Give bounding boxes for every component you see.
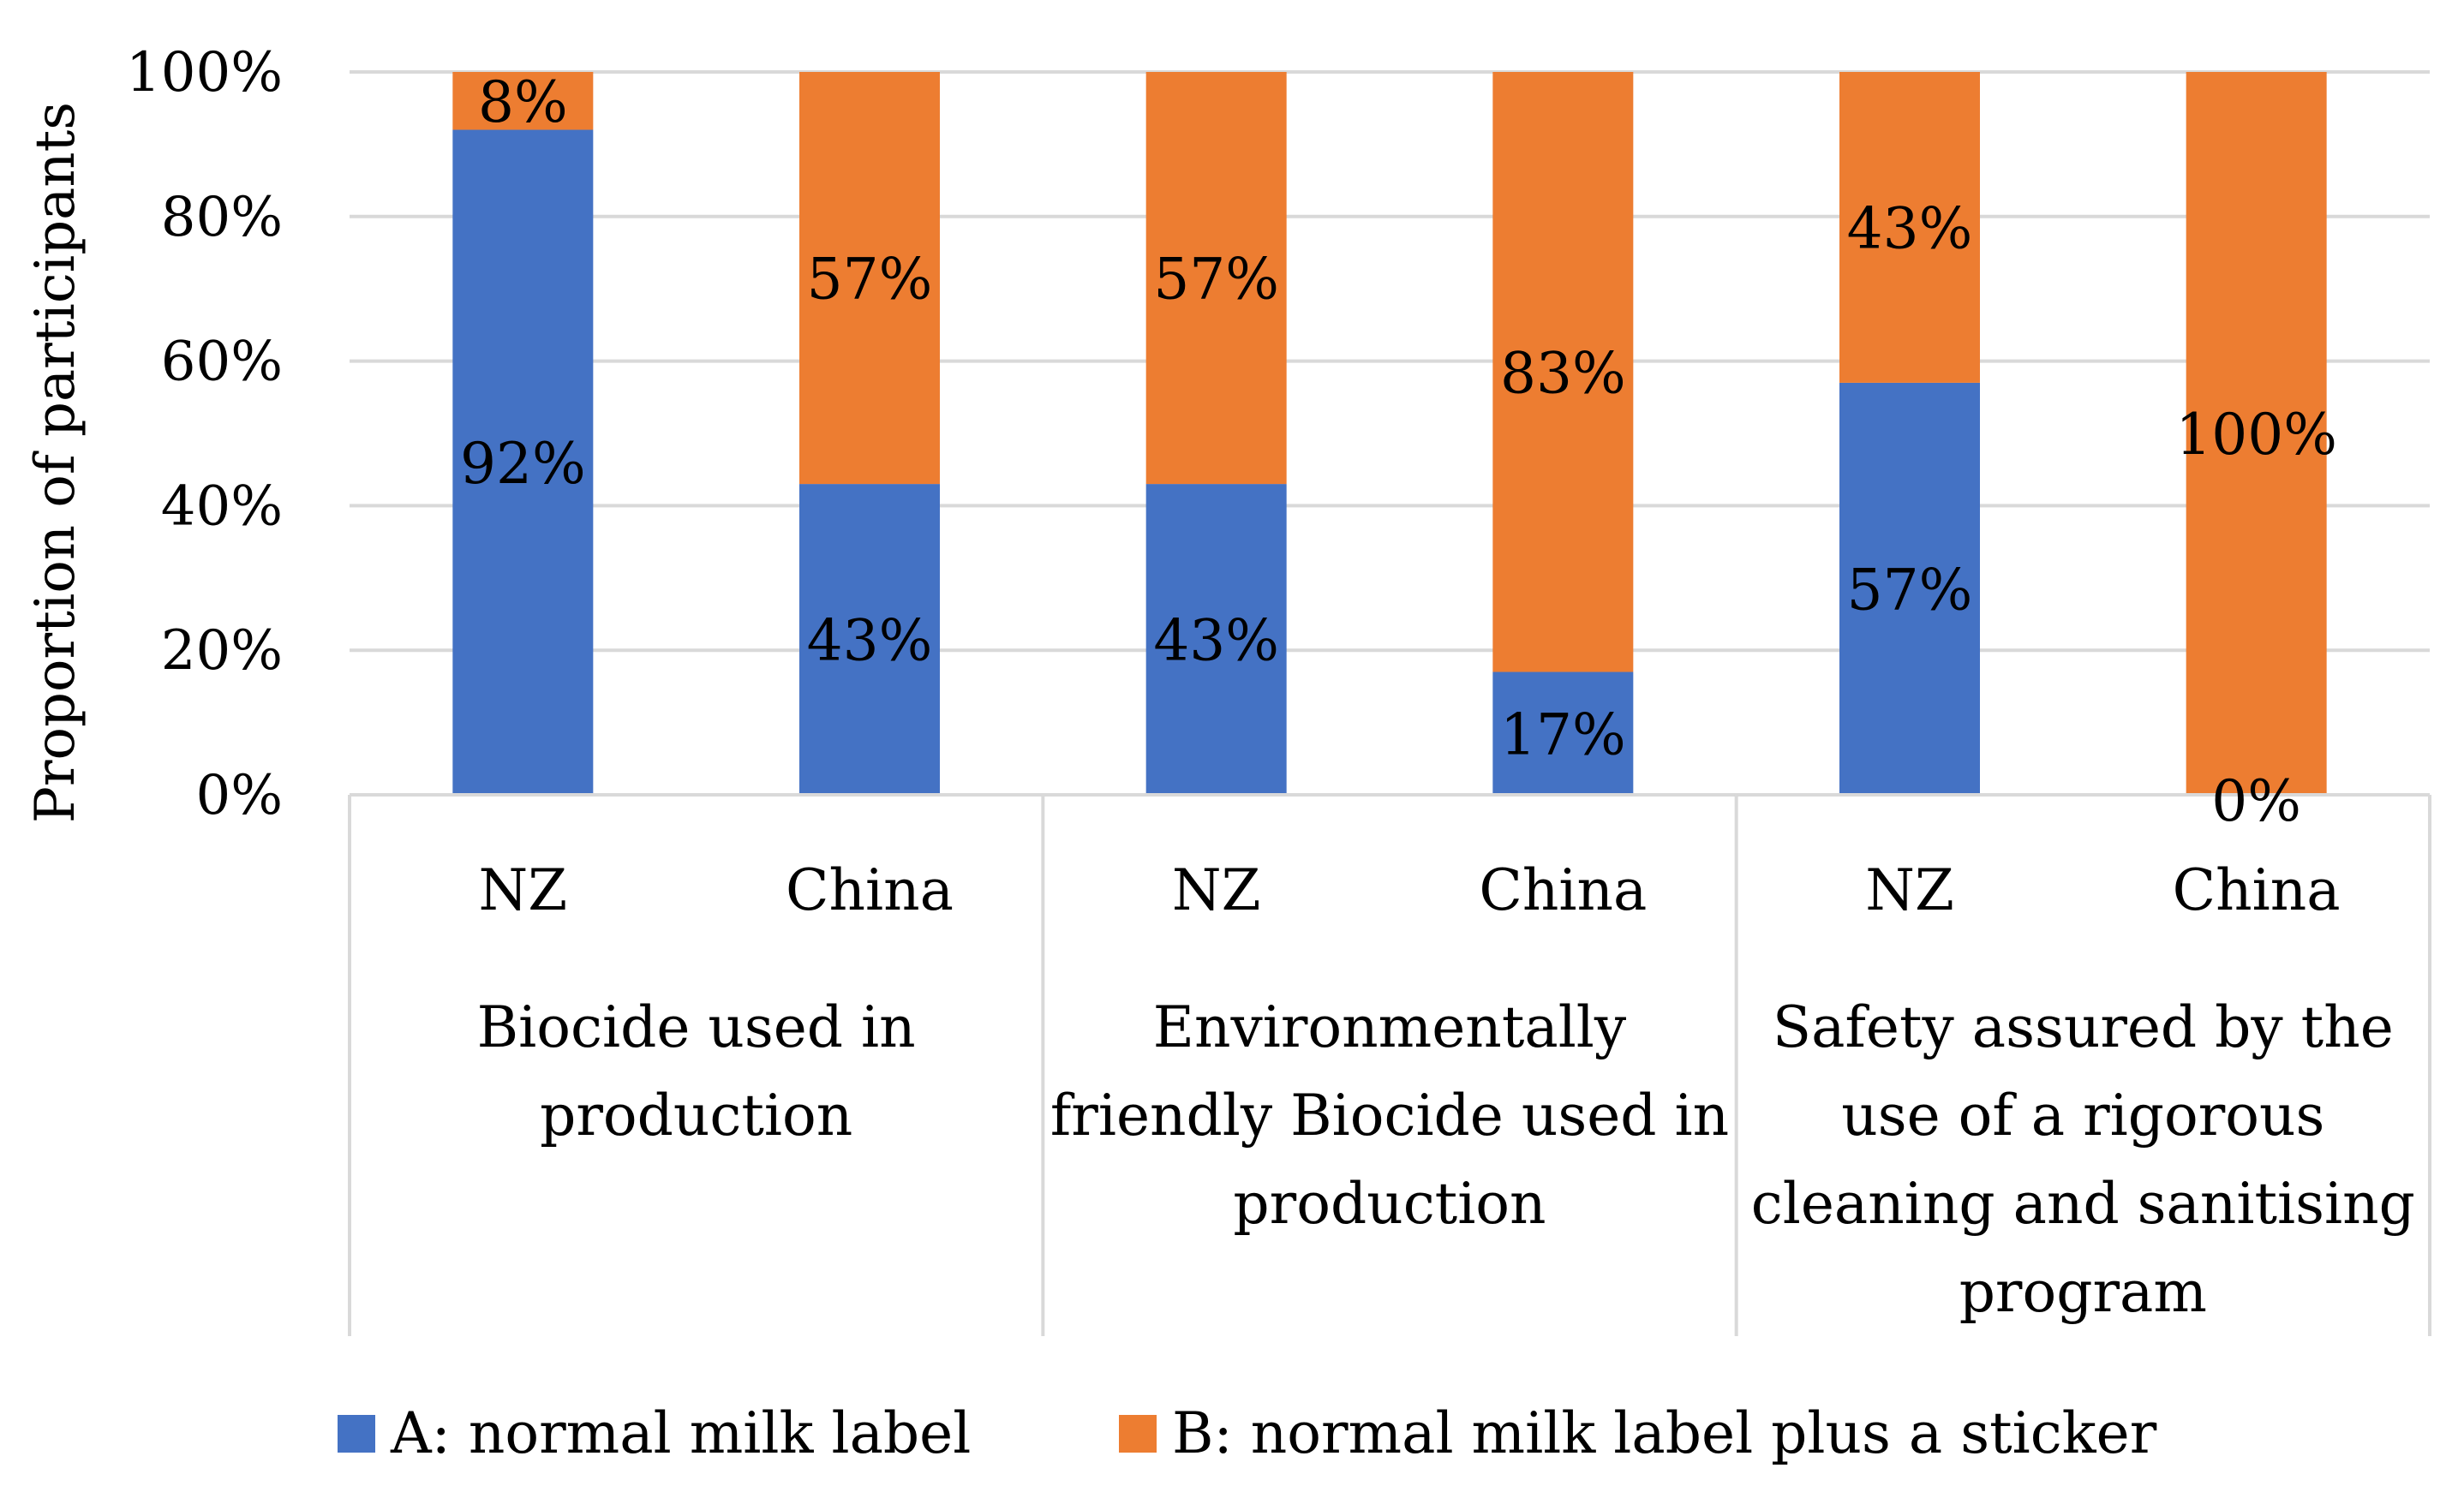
group-label: production [540,1083,852,1149]
bar-b [1145,72,1287,485]
bar-b [1839,72,1980,383]
group-label: Safety assured by the [1773,994,2394,1060]
data-label: 43% [1847,195,1973,261]
category-label: NZ [479,857,568,923]
bar-a [799,484,940,795]
group-label: Environmentally [1153,994,1627,1060]
bar-a [1839,382,1980,795]
y-axis-title: Proportion of participants [24,102,87,823]
category-label: China [786,857,954,923]
group-label: cleaning and sanitising [1751,1171,2415,1237]
group-label: program [1959,1259,2207,1325]
legend-swatch [1119,1415,1157,1453]
data-label: 43% [1153,608,1279,674]
group-label: Biocide used in [477,994,916,1060]
category-label: China [1479,857,1647,923]
legend-label: A: normal milk label [390,1400,971,1466]
data-label: 8% [478,69,568,135]
y-tick-label: 60% [161,331,283,394]
category-label: NZ [1172,857,1261,923]
y-tick-label: 0% [195,764,283,827]
y-axis-ticks: 0% 20% 40% 60% 80% 100% [126,41,283,827]
group-label: production [1233,1171,1546,1237]
data-labels: 92% 8% 43% 57% 43% 57% 17% 83% 57% 43% 0% 100% [460,69,2337,834]
y-tick-label: 40% [161,474,283,538]
data-label: 83% [1500,340,1626,406]
gridlines [350,70,2430,653]
y-tick-label: 20% [161,619,283,683]
legend-swatch [338,1415,375,1453]
data-label: 92% [460,431,586,497]
data-label: 100% [2175,402,2337,468]
data-label: 17% [1500,701,1626,767]
bars [452,72,2327,795]
bar-a [452,129,594,795]
bar-b [452,72,594,130]
category-axis: NZ China Biocide used in production NZ China E… [348,793,2431,1336]
category-label: NZ [1865,857,1954,923]
bar-b [1492,72,1634,672]
category-label: China [2173,857,2341,923]
legend: A: normal milk label B: normal milk label… [338,1400,2157,1466]
data-label: 57% [1847,557,1973,623]
group-label: friendly Biocide used in [1050,1083,1729,1149]
data-label: 57% [807,247,933,313]
data-label: 43% [807,608,933,674]
bar-b [799,72,940,485]
bar-a [1492,671,1634,795]
group-label: use of a rigorous [1841,1083,2324,1149]
y-tick-label: 80% [161,186,283,249]
bar-b [2186,72,2327,795]
y-tick-label: 100% [126,41,283,104]
legend-label: B: normal milk label plus a sticker [1172,1400,2157,1466]
data-label: 0% [2211,768,2301,834]
data-label: 57% [1153,247,1279,313]
bar-a [1145,484,1287,795]
